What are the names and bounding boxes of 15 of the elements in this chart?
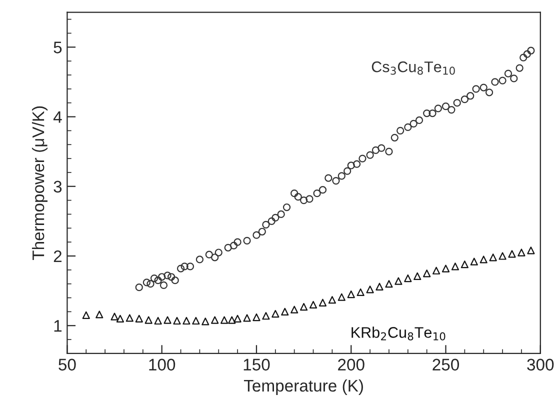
y-tick-label: 3 [54,180,62,193]
y-tick-label: 2 [54,250,62,262]
y-tick-label: 4 [53,111,62,123]
x-tick-label: 150 [244,358,270,371]
x-tick-label: 200 [338,358,364,371]
y-tick-label: 5 [54,42,62,54]
x-tick-label: 300 [527,358,554,371]
y-tick-label: 1 [54,320,62,332]
x-tick-label: 100 [149,358,176,371]
series-label: KRb$_{2}$Cu$_{8}$Te$_{10}$ [352,326,446,340]
y-axis-title: Thermopower (μV/K) [32,106,48,260]
series-label: Cs$_{3}$Cu$_{8}$Te$_{10}$ [372,61,455,75]
x-tick-label: 250 [432,358,460,371]
x-axis-title: Temperature (K) [244,379,363,395]
x-tick-label: 50 [58,358,76,371]
